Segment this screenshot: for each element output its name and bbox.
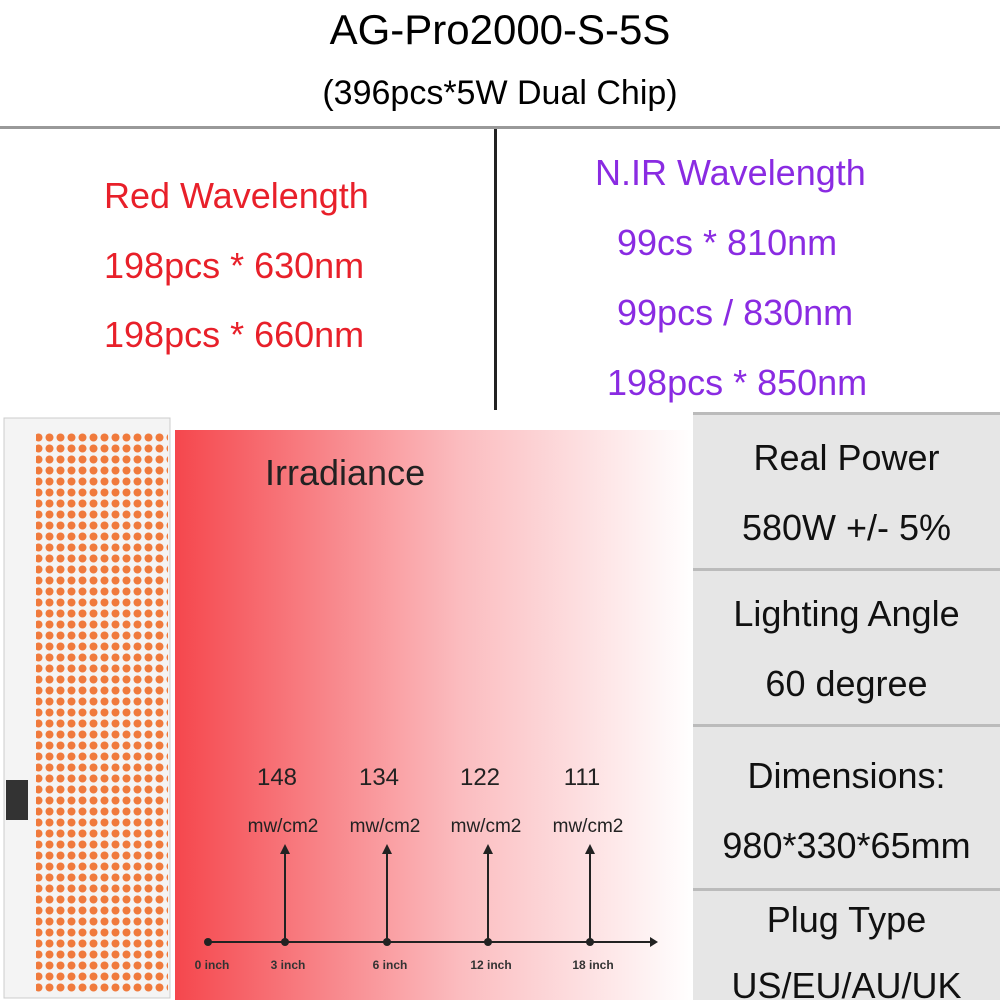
spec-label: Real Power — [753, 437, 940, 478]
arrow-head — [280, 844, 290, 854]
arrow-head — [585, 844, 595, 854]
spec-label: Plug Type — [766, 899, 927, 940]
spec-cell: Lighting Angle 60 degree — [693, 568, 1000, 724]
red-line: 198pcs * 630nm — [104, 245, 365, 286]
gradient — [175, 430, 693, 1000]
nir-line: 198pcs * 850nm — [607, 362, 868, 403]
spec-label: Lighting Angle — [733, 593, 960, 634]
irradiance-unit: mw/cm2 — [248, 816, 319, 837]
arrow-head — [382, 844, 392, 854]
spec-value: 580W +/- 5% — [741, 507, 952, 548]
distance-label: 6 inch — [373, 958, 408, 972]
display — [6, 780, 28, 820]
axis-dot — [204, 938, 212, 946]
title: AG-Pro2000-S-5S — [329, 6, 671, 53]
irradiance-value: 134 — [359, 764, 399, 791]
distance-label: 12 inch — [470, 958, 511, 972]
irradiance-unit: mw/cm2 — [350, 816, 421, 837]
irradiance-title: Irradiance — [265, 452, 425, 493]
spec-cell: Dimensions: 980*330*65mm — [693, 724, 1000, 888]
irradiance-value: 111 — [564, 764, 600, 791]
arrow-head — [483, 844, 493, 854]
spec-value: 60 degree — [765, 663, 928, 704]
led-grid — [36, 432, 168, 992]
distance-label: 0 inch — [195, 958, 230, 972]
axis-arrow — [650, 937, 658, 947]
nir-line: 99cs * 810nm — [617, 222, 838, 263]
irradiance-unit: mw/cm2 — [451, 816, 522, 837]
subtitle: (396pcs*5W Dual Chip) — [322, 74, 678, 112]
red-title: Red Wavelength — [104, 175, 369, 216]
irradiance-unit: mw/cm2 — [553, 816, 624, 837]
distance-label: 3 inch — [271, 958, 306, 972]
nir-line: 99pcs / 830nm — [617, 292, 854, 333]
irradiance-value: 122 — [460, 764, 500, 791]
spec-value: 980*330*65mm — [722, 825, 971, 866]
irradiance-panel: Irradiance 0 inch 148 mw/cm2 3 inch 134 mw/cm2… — [3, 417, 693, 1000]
spec-cell: Real Power 580W +/- 5% — [693, 412, 1000, 568]
divider — [0, 126, 1000, 129]
irradiance-value: 148 — [257, 764, 297, 791]
divider — [494, 129, 497, 410]
nir-title: N.IR Wavelength — [595, 152, 866, 193]
spec-label: Dimensions: — [747, 755, 946, 796]
red-line: 198pcs * 660nm — [104, 314, 365, 355]
spec-cell: Plug Type US/EU/AU/UK — [693, 888, 1000, 1000]
distance-label: 18 inch — [572, 958, 613, 972]
spec-value: US/EU/AU/UK — [731, 965, 962, 1000]
